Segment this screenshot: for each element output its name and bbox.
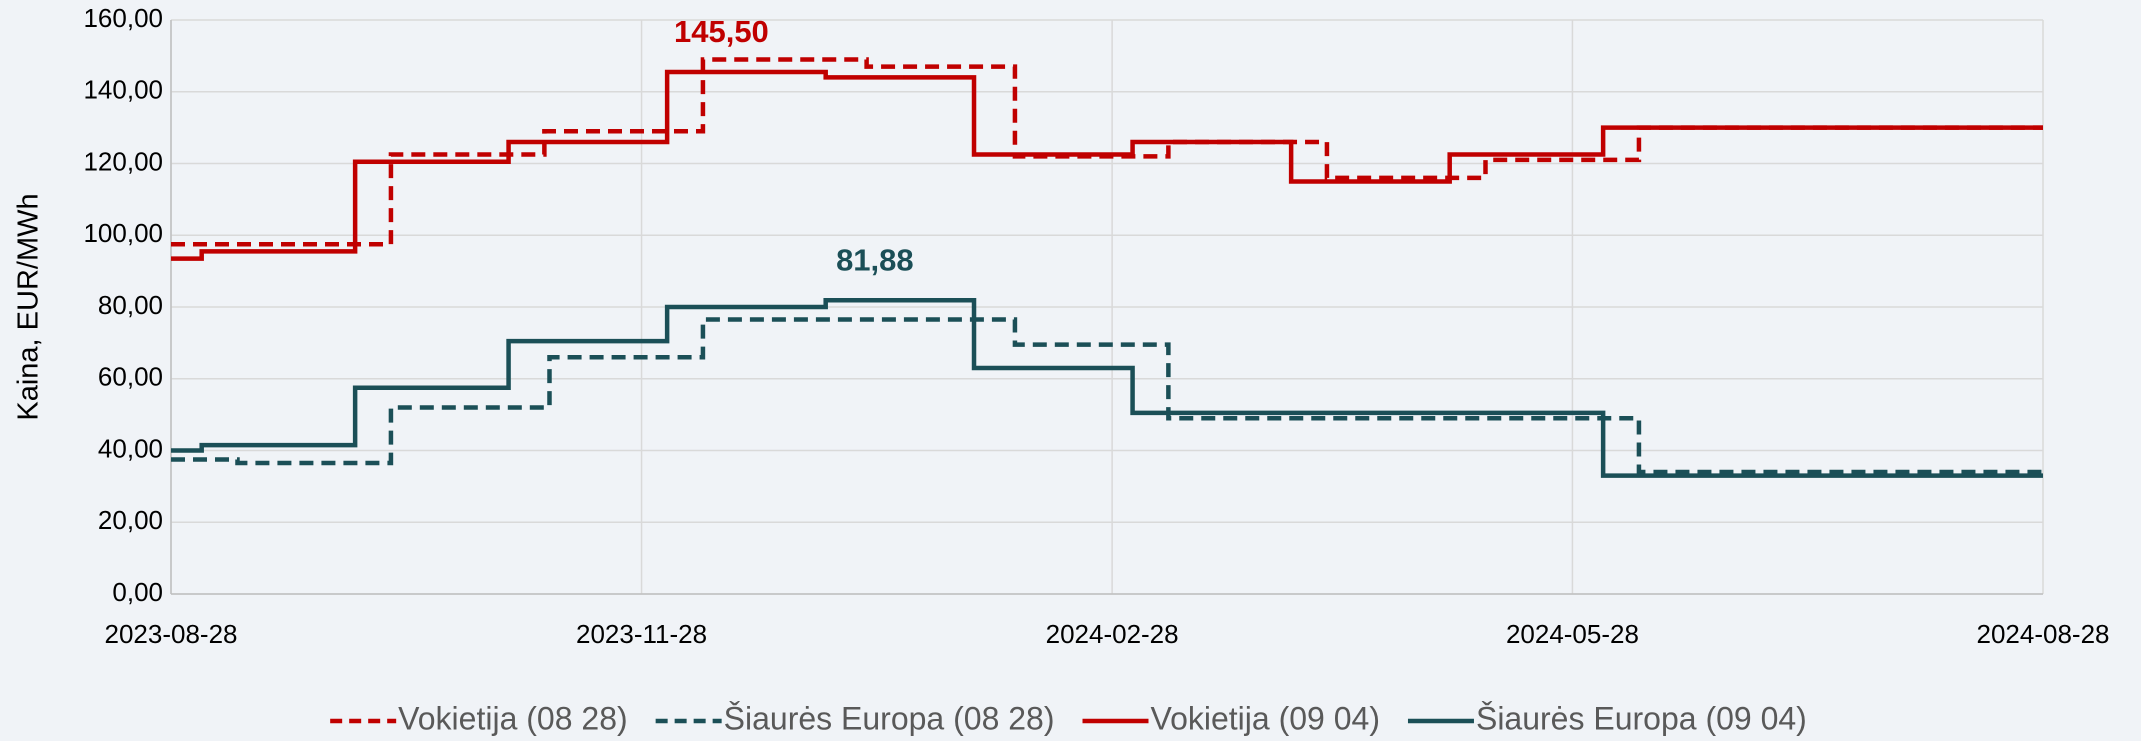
x-tick-label: 2024-05-28 [1506,619,1639,649]
legend-item: Šiaurės Europa (08 28) [655,700,1055,736]
y-tick-label: 80,00 [98,290,163,320]
x-tick-label: 2023-08-28 [105,619,238,649]
y-tick-label: 60,00 [98,362,163,392]
legend-item: Šiaurės Europa (09 04) [1407,700,1807,736]
y-tick-label: 40,00 [98,433,163,463]
series-line [171,57,2043,247]
legend-label: Šiaurės Europa (09 04) [1476,700,1807,736]
y-tick-label: 120,00 [83,146,163,176]
y-tick-label: 0,00 [112,577,163,607]
annotation: 145,50 [674,14,769,49]
series-line [171,298,2043,478]
legend-label: Vokietija (08 28) [398,700,627,736]
legend-item: Vokietija (09 04) [1082,700,1380,736]
series-line [171,317,2043,475]
x-tick-label: 2024-02-28 [1046,619,1179,649]
x-tick-label: 2023-11-28 [576,619,707,649]
annotation: 81,88 [836,242,914,277]
series-line [171,69,2043,261]
y-axis-title: Kaina, EUR/MWh [13,193,45,420]
legend-label: Vokietija (09 04) [1151,700,1380,736]
legend-item: Vokietija (08 28) [330,700,628,736]
x-tick-label: 2024-08-28 [1977,619,2110,649]
y-tick-label: 140,00 [83,75,163,105]
legend-label: Šiaurės Europa (08 28) [724,700,1055,736]
y-tick-label: 160,00 [83,3,163,33]
y-tick-label: 100,00 [83,218,163,248]
y-tick-label: 20,00 [98,505,163,535]
